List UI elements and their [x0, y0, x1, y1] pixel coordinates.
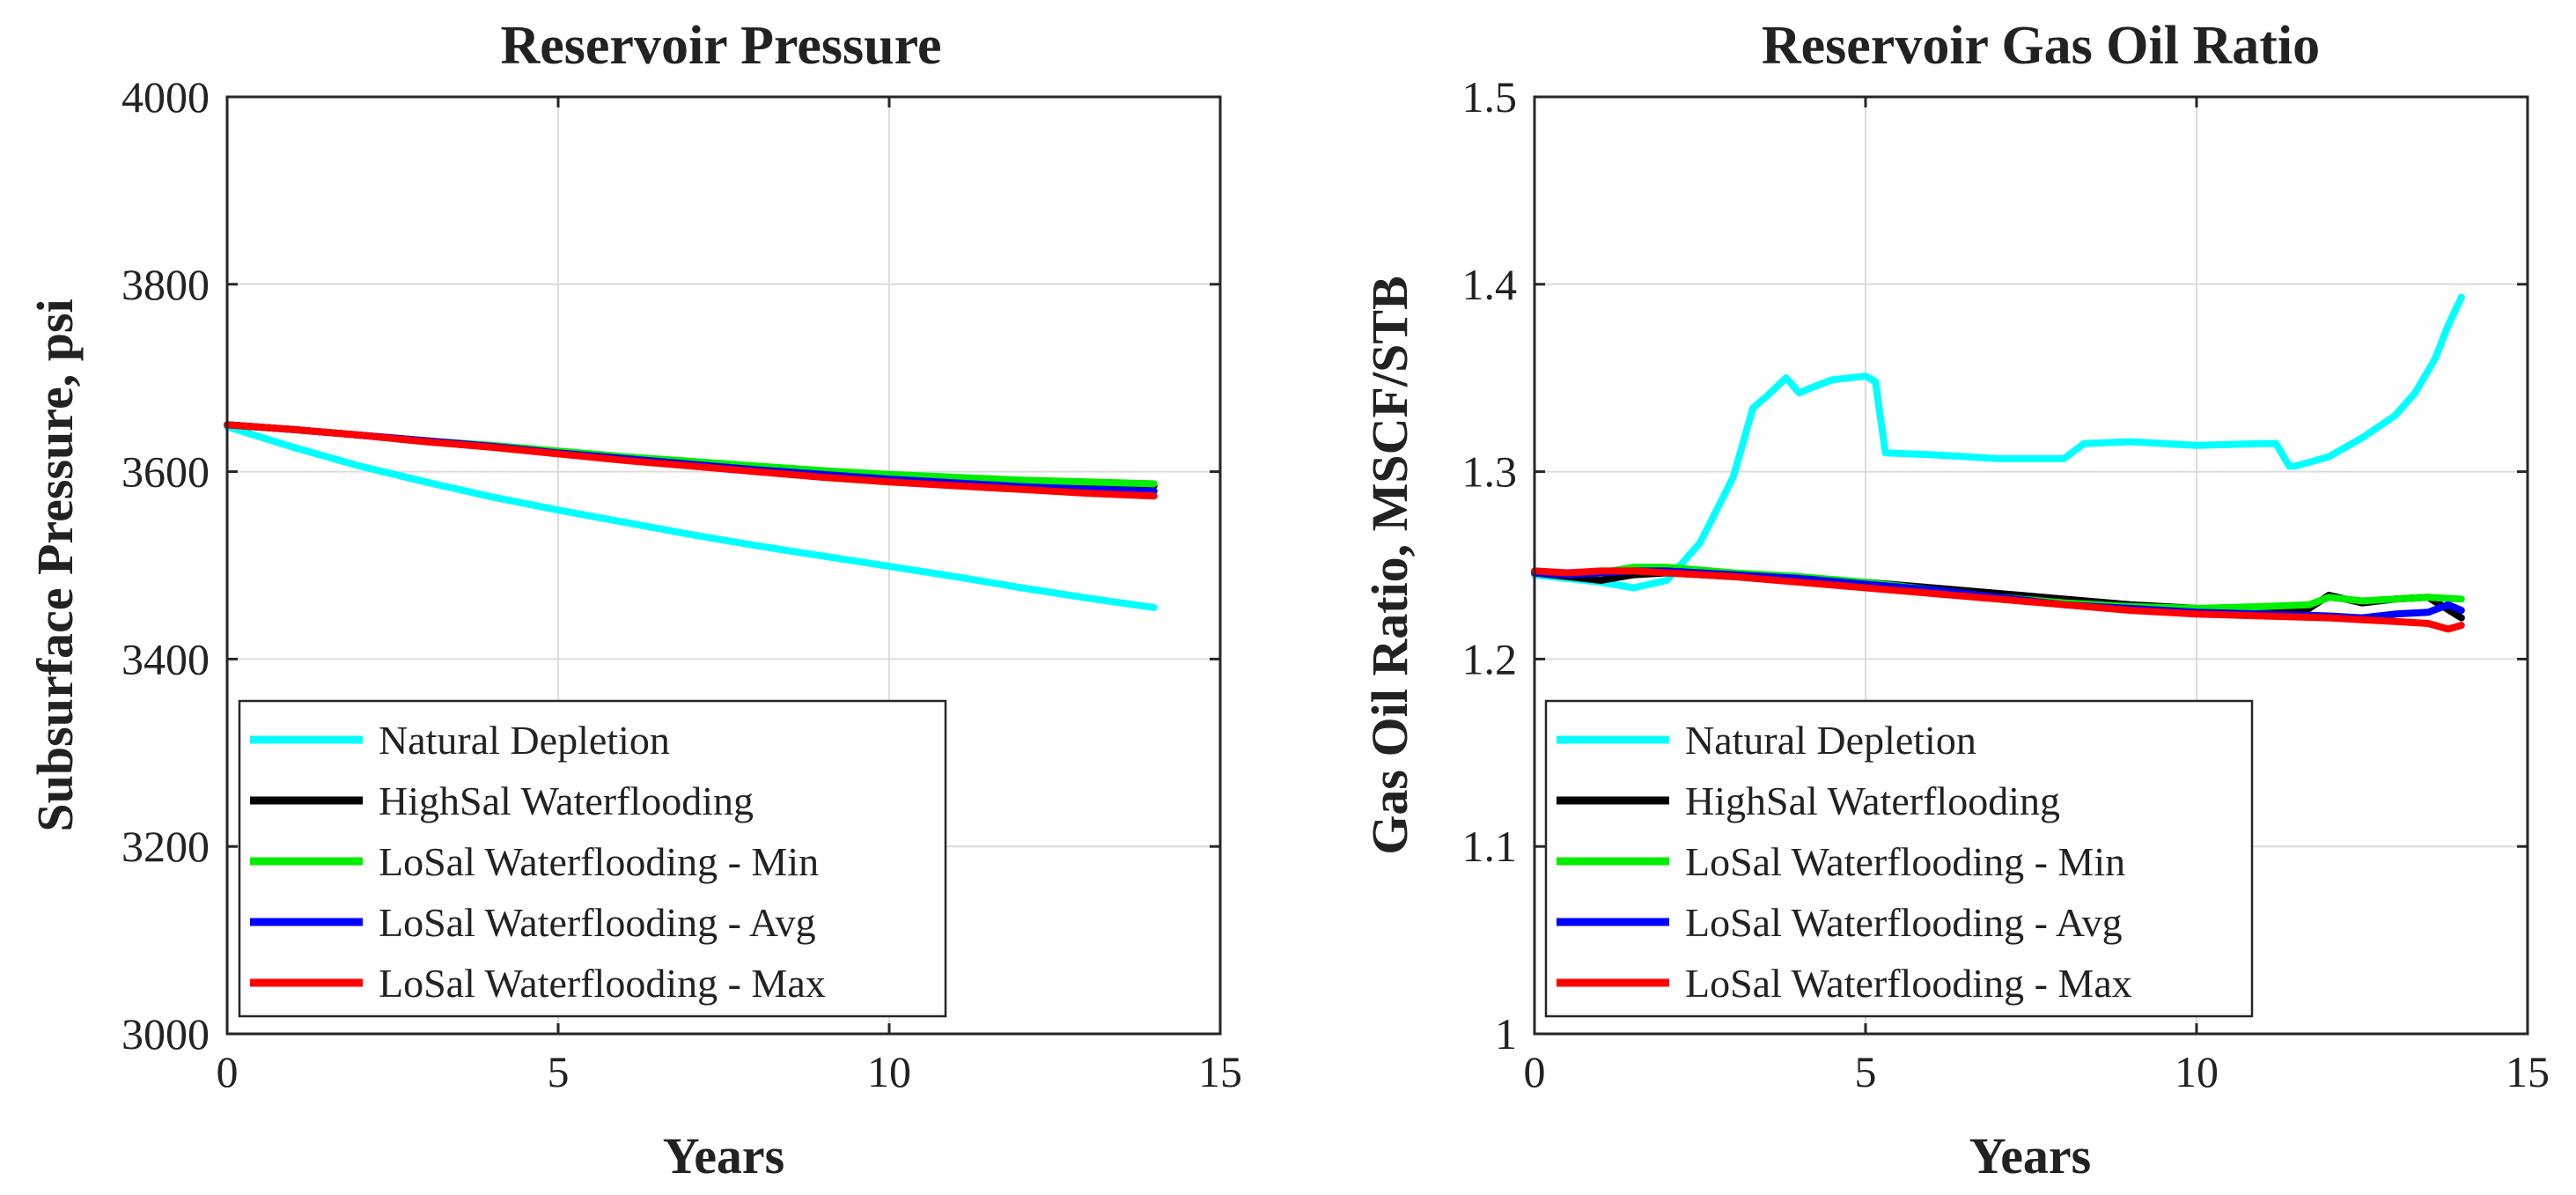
pressure-chart-title: Reservoir Pressure — [500, 16, 941, 76]
gor-x-tick-label: 0 — [1524, 1047, 1546, 1096]
gor-legend-label: HighSal Waterflooding — [1685, 778, 2060, 823]
pressure-x-tick-label: 0 — [217, 1047, 239, 1096]
gor-x-ticks: 0 5 10 15 — [1524, 97, 2550, 1096]
gor-y-axis-label: Gas Oil Ratio, MSCF/STB — [1361, 276, 1418, 854]
gor-y-ticks: 1 1.1 1.2 1.3 1.4 1.5 — [1462, 72, 2528, 1059]
pressure-legend-label: HighSal Waterflooding — [379, 778, 754, 823]
gor-y-tick-label: 1.2 — [1462, 634, 1518, 683]
pressure-y-tick-label: 3800 — [121, 260, 210, 309]
gor-y-tick-label: 1.1 — [1462, 822, 1518, 871]
pressure-y-tick-label: 3000 — [121, 1009, 210, 1059]
gor-x-tick-label: 10 — [2175, 1047, 2219, 1096]
gor-legend-label: LoSal Waterflooding - Avg — [1685, 900, 2123, 945]
gor-y-tick-label: 1 — [1495, 1009, 1517, 1059]
gor-legend-label: LoSal Waterflooding - Max — [1685, 961, 2132, 1006]
pressure-x-tick-label: 5 — [548, 1047, 570, 1096]
pressure-y-tick-label: 3200 — [121, 822, 210, 871]
gor-series-lines — [1531, 293, 2465, 633]
gor-legend-label: Natural Depletion — [1685, 718, 1976, 763]
gor-x-tick-label: 5 — [1855, 1047, 1877, 1096]
pressure-y-axis-label: Subsurface Pressure, psi — [26, 299, 84, 831]
pressure-legend-label: Natural Depletion — [379, 718, 670, 763]
pressure-legend-label: LoSal Waterflooding - Max — [379, 961, 826, 1006]
gor-x-tick-label: 15 — [2506, 1047, 2550, 1096]
gor-series-line-1 — [1531, 293, 2465, 592]
pressure-series-line-5 — [224, 421, 1158, 500]
pressure-x-axis-label: Years — [663, 1127, 785, 1184]
gor-y-tick-label: 1.4 — [1462, 260, 1518, 309]
pressure-plot-frame — [225, 95, 1222, 1036]
gor-y-tick-label: 1.3 — [1462, 447, 1518, 497]
gor-legend-label: LoSal Waterflooding - Min — [1685, 839, 2125, 884]
gor-plot-frame — [1533, 95, 2529, 1036]
pressure-x-ticks: 0 5 10 15 — [217, 97, 1242, 1096]
pressure-legend-label: LoSal Waterflooding - Avg — [379, 900, 816, 945]
gor-y-tick-label: 1.5 — [1462, 72, 1518, 122]
pressure-legend: Natural Depletion HighSal Waterflooding Lo… — [238, 699, 947, 1018]
pressure-y-tick-label: 3400 — [121, 634, 210, 683]
pressure-legend-label: LoSal Waterflooding - Min — [379, 839, 819, 884]
gor-x-axis-label: Years — [1969, 1127, 2092, 1184]
gor-chart-title: Reservoir Gas Oil Ratio — [1762, 16, 2320, 76]
pressure-series-lines — [224, 421, 1158, 611]
gor-legend: Natural Depletion HighSal Waterflooding Lo… — [1544, 699, 2254, 1018]
pressure-y-tick-label: 4000 — [121, 72, 210, 122]
pressure-y-ticks: 3000 3200 3400 3600 3800 4000 — [121, 72, 1220, 1059]
gor-chart: Reservoir Gas Oil Ratio 0 5 10 15 1 1.1 1.2 1.… — [1361, 16, 2550, 1184]
pressure-x-tick-label: 10 — [867, 1047, 911, 1096]
pressure-chart: Reservoir Pressure 0 5 10 15 3000 3200 3400 36… — [26, 16, 1242, 1184]
pressure-y-tick-label: 3600 — [121, 447, 210, 497]
pressure-series-line-1 — [224, 423, 1158, 611]
gor-series-line-5 — [1531, 567, 2465, 633]
pressure-x-tick-label: 15 — [1198, 1047, 1242, 1096]
